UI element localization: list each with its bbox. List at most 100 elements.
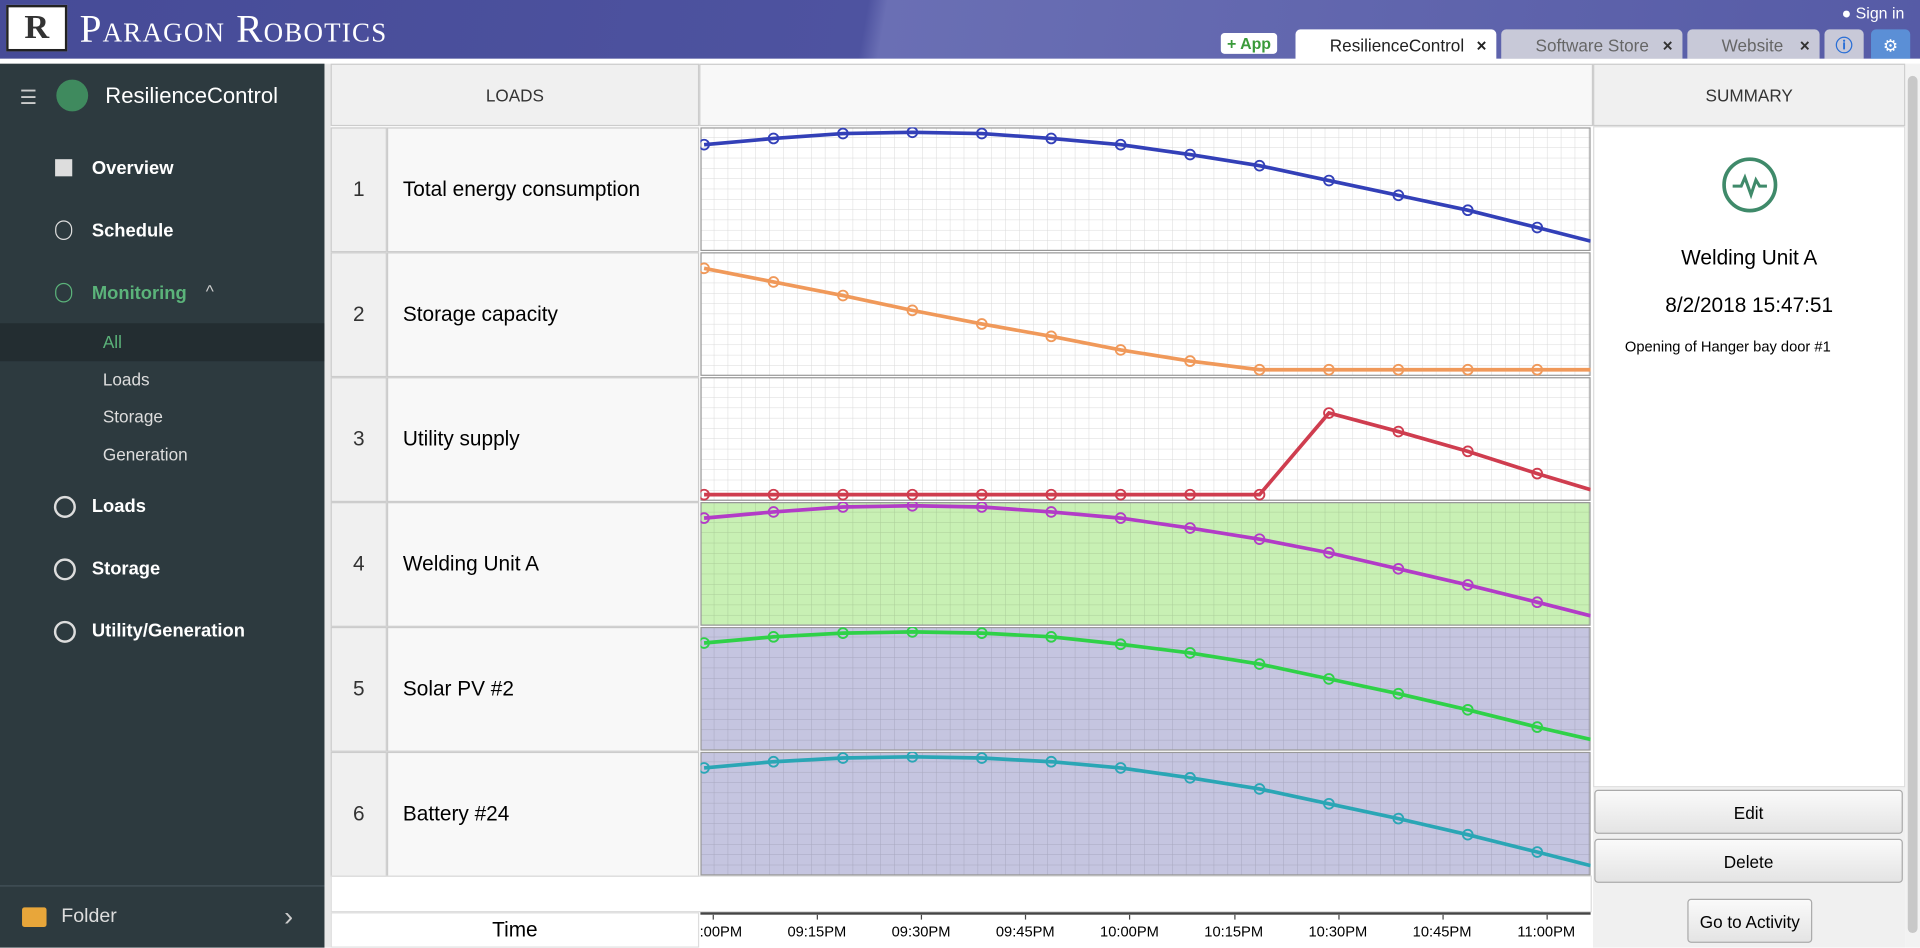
icon xyxy=(53,558,76,581)
nav-item[interactable]: Storage xyxy=(91,558,161,580)
subnav-item[interactable]: Loads xyxy=(102,369,150,390)
time-tick-label: 09:45PM xyxy=(995,923,1055,941)
data-point xyxy=(1323,363,1335,376)
data-point xyxy=(906,488,919,501)
sidebar xyxy=(0,63,325,948)
header-border xyxy=(0,58,1920,64)
time-tick-label: 11:00PM xyxy=(1517,923,1576,941)
row-index: 2 xyxy=(330,252,387,378)
tab[interactable]: Software Store × xyxy=(1501,29,1683,61)
nav-item[interactable]: Loads xyxy=(91,495,146,517)
nav-item[interactable]: Utility/Generation xyxy=(91,620,245,642)
caret: ^ xyxy=(205,281,214,302)
subnav-item[interactable]: All xyxy=(102,331,122,352)
summary-header: SUMMARY xyxy=(1593,63,1906,127)
brand: Paragon Robotics xyxy=(79,6,388,51)
chevron[interactable]: › xyxy=(284,901,294,932)
data-point xyxy=(700,762,710,774)
time-axis: 09:00PM 09:15PM 09:30PM 09:45PM 10:00PM 10:15… xyxy=(700,912,1591,948)
data-point xyxy=(1323,673,1335,685)
data-point xyxy=(700,488,710,501)
time-tick-label: 09:15PM xyxy=(787,923,847,941)
data-point xyxy=(1531,363,1544,376)
data-point xyxy=(906,502,919,512)
tab-label[interactable]: ResilienceControl xyxy=(1329,35,1465,56)
icon xyxy=(55,159,73,177)
data-point xyxy=(1392,189,1405,202)
data-point xyxy=(767,488,780,501)
data-point xyxy=(767,276,780,288)
data-point xyxy=(1184,647,1196,659)
data-point xyxy=(837,127,849,140)
subnav-active-bg xyxy=(0,323,325,362)
sparkline xyxy=(700,502,1591,626)
app-title: ResilienceControl xyxy=(105,83,279,108)
data-point xyxy=(1114,488,1127,501)
row-index: 3 xyxy=(330,377,387,503)
icon xyxy=(53,620,76,643)
data-point xyxy=(1392,812,1405,825)
sign-in[interactable]: ● Sign in xyxy=(1841,3,1905,23)
series-line xyxy=(703,266,1591,372)
tab-label[interactable]: Website xyxy=(1721,35,1784,56)
chart-header xyxy=(699,63,1594,127)
tab-active[interactable]: ResilienceControl × xyxy=(1295,29,1497,61)
tick-mark xyxy=(1025,914,1027,920)
nav-item[interactable]: Schedule xyxy=(91,220,174,242)
tab-label[interactable]: Software Store xyxy=(1535,35,1649,56)
app-icon xyxy=(56,79,89,112)
data-point xyxy=(1461,204,1474,217)
row-index: 5 xyxy=(330,626,387,752)
data-point xyxy=(837,502,849,513)
summary-description: Opening of Hanger bay door #1 xyxy=(1624,337,1831,356)
subnav-item[interactable]: Generation xyxy=(102,444,188,465)
row-label: Total energy consumption xyxy=(386,127,700,253)
tick-mark xyxy=(1442,914,1444,920)
grid xyxy=(700,252,1591,376)
data-point xyxy=(767,506,780,518)
edit-button[interactable]: Edit xyxy=(1594,789,1903,834)
nav-item[interactable]: Overview xyxy=(91,157,174,179)
summary-name: Welding Unit A xyxy=(1681,246,1818,270)
data-point xyxy=(837,752,849,764)
grid xyxy=(700,127,1591,252)
delete-button[interactable]: Delete xyxy=(1594,838,1903,883)
data-point xyxy=(1114,762,1127,774)
data-point xyxy=(700,262,710,275)
data-point xyxy=(837,488,849,501)
grid xyxy=(700,377,1591,501)
data-point xyxy=(1184,522,1196,534)
folder[interactable]: Folder xyxy=(61,906,117,927)
data-point xyxy=(1323,174,1335,187)
data-point xyxy=(1045,631,1058,643)
tab[interactable]: Website × xyxy=(1687,29,1820,61)
tick-mark xyxy=(1129,914,1131,920)
add-app[interactable]: + App xyxy=(1220,33,1278,54)
data-point xyxy=(1253,783,1266,795)
data-point xyxy=(1323,407,1335,419)
data-point xyxy=(906,127,919,139)
series-line xyxy=(703,503,1591,618)
activity-button[interactable]: Go to Activity xyxy=(1687,898,1813,943)
sign-in-text[interactable]: Sign in xyxy=(1855,3,1905,23)
data-point xyxy=(700,512,710,524)
logo: R xyxy=(6,4,68,52)
data-point xyxy=(1461,828,1474,841)
data-point xyxy=(1114,344,1127,356)
row-label: Welding Unit A xyxy=(386,502,700,627)
settings-tab[interactable]: ⚙ xyxy=(1871,29,1911,61)
data-point xyxy=(837,289,849,302)
info-tab[interactable]: ⓘ xyxy=(1824,29,1864,61)
data-point xyxy=(1184,148,1196,161)
nav-item-active[interactable]: Monitoring xyxy=(91,282,187,304)
icon xyxy=(55,220,73,241)
data-point xyxy=(1461,363,1474,376)
subnav-item[interactable]: Storage xyxy=(102,406,163,427)
data-point xyxy=(1531,467,1544,480)
data-point xyxy=(1323,797,1335,810)
data-point xyxy=(767,132,780,145)
data-point xyxy=(700,637,710,649)
menu-icon[interactable]: ☰ xyxy=(19,88,38,109)
loads-header: LOADS xyxy=(330,63,700,127)
